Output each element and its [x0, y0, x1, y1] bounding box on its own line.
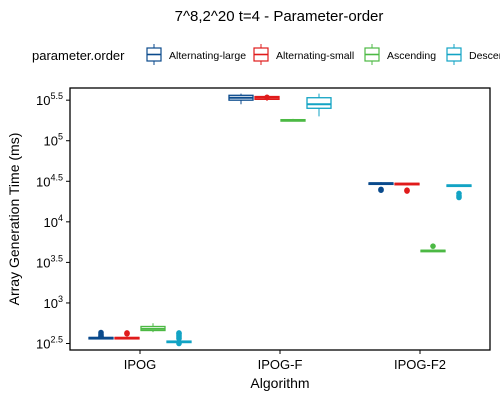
outlier-point [378, 187, 384, 194]
chart-title: 7^8,2^20 t=4 - Parameter-order [175, 8, 384, 25]
outlier-point [404, 188, 410, 194]
plot-marks [88, 93, 472, 347]
y-tick-label: 103.5 [36, 253, 63, 270]
legend-label: Descending [469, 50, 500, 62]
legend: parameter.order Alternating-large Alterna… [32, 44, 500, 65]
outlier-point [124, 330, 130, 336]
series-alternating-small [114, 94, 420, 340]
y-tick-label: 105.5 [36, 91, 63, 108]
legend-label: Ascending [387, 50, 436, 62]
y-tick-label: 105 [44, 132, 63, 149]
legend-item-alternating-large: Alternating-large [145, 44, 246, 65]
x-tick-label: IPOG-F [258, 357, 303, 372]
legend-label: Alternating-large [169, 50, 246, 62]
outlier-point [176, 330, 182, 336]
outlier-point [176, 340, 182, 347]
y-tick-label: 102.5 [36, 335, 63, 352]
x-axis-label: Algorithm [250, 375, 309, 391]
legend-item-ascending: Ascending [363, 44, 436, 65]
outlier-point [264, 94, 270, 101]
series-alternating-large [88, 93, 394, 340]
y-tick-label: 104 [44, 213, 63, 230]
series-descending [166, 93, 472, 347]
y-axis-label: Array Generation Time (ms) [6, 133, 22, 306]
outlier-point [456, 194, 462, 201]
outlier-point [430, 243, 436, 249]
legend-label: Alternating-small [276, 50, 354, 62]
y-tick-label: 103 [44, 294, 63, 311]
legend-item-alternating-small: Alternating-small [252, 44, 354, 65]
y-tick-label: 104.5 [36, 172, 63, 189]
series-ascending [140, 118, 446, 333]
legend-title: parameter.order [32, 48, 125, 63]
legend-item-descending: Descending [445, 44, 500, 65]
x-tick-label: IPOG [124, 357, 157, 372]
box [306, 97, 332, 109]
x-tick-label: IPOG-F2 [394, 357, 446, 372]
x-axis: IPOG IPOG-F IPOG-F2 [124, 350, 446, 372]
y-axis: 102.5 103 103.5 104 104.5 105 105.5 [36, 91, 70, 352]
outlier-point [98, 329, 104, 336]
plot-panel [69, 87, 491, 351]
